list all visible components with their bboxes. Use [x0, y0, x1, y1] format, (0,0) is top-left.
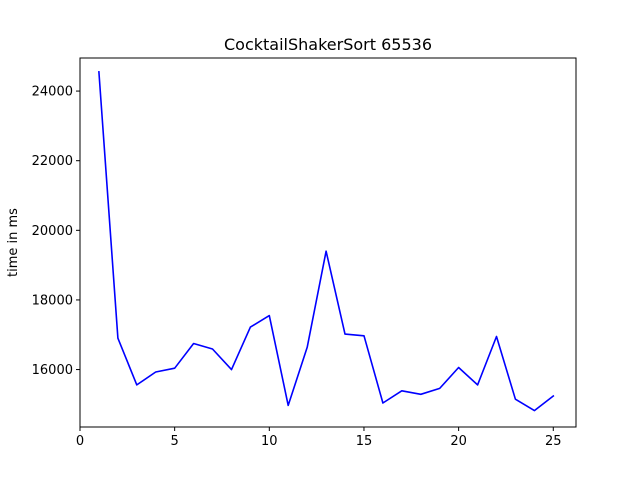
x-tick-label: 25 — [545, 434, 562, 449]
y-tick-label: 20000 — [32, 224, 73, 239]
y-axis-label: time in ms — [6, 208, 21, 277]
series-line — [98, 71, 555, 412]
x-tick-label: 15 — [356, 434, 373, 449]
x-tick-label: 0 — [76, 434, 84, 449]
y-tick-label: 22000 — [32, 154, 73, 169]
x-tick-label: 5 — [171, 434, 179, 449]
axis-ticks: 0 5 10 15 20 25 16000 18000 20000 22000 24000 — [32, 85, 562, 449]
x-tick-label: 20 — [450, 434, 467, 449]
x-tick-label: 10 — [261, 434, 278, 449]
plot-frame — [79, 57, 577, 428]
y-tick-label: 24000 — [32, 85, 73, 100]
y-tick-label: 18000 — [32, 293, 73, 308]
series-layer — [98, 71, 555, 412]
y-tick-label: 16000 — [32, 363, 73, 378]
chart-title: CocktailShakerSort 65536 — [224, 35, 432, 54]
